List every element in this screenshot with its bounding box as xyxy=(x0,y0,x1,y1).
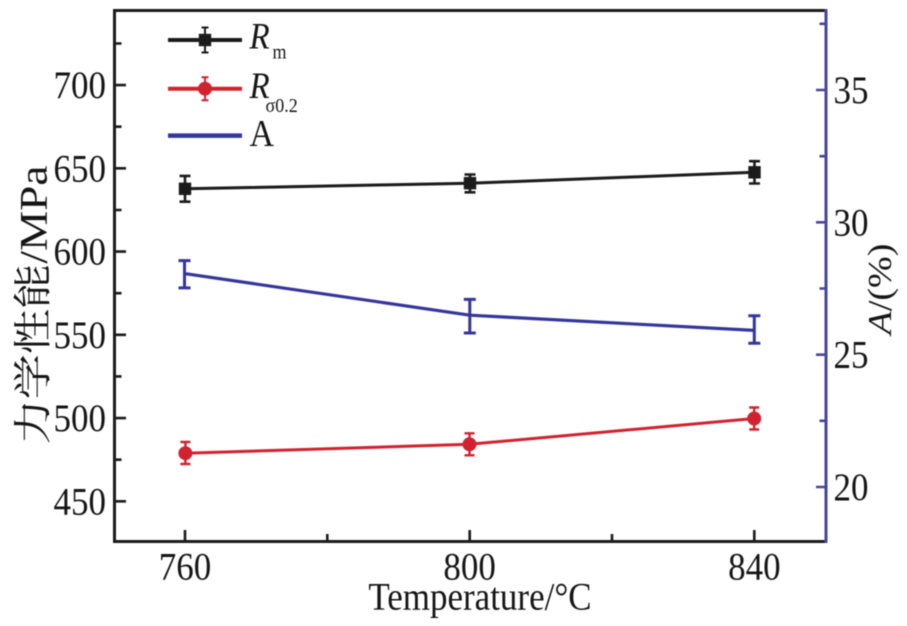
svg-text:20: 20 xyxy=(834,466,869,509)
svg-text:R: R xyxy=(249,65,270,106)
svg-text:600: 600 xyxy=(54,231,106,274)
svg-text:/MPa: /MPa xyxy=(12,165,55,263)
svg-text:650: 650 xyxy=(54,148,106,191)
svg-text:A: A xyxy=(250,112,275,154)
svg-text:m: m xyxy=(273,42,287,64)
svg-text:Temperature/°C: Temperature/°C xyxy=(368,576,591,619)
svg-text:800: 800 xyxy=(443,546,495,589)
svg-text:450: 450 xyxy=(54,481,106,524)
svg-text:760: 760 xyxy=(159,546,211,589)
svg-text:550: 550 xyxy=(54,314,106,357)
svg-text:A/(%): A/(%) xyxy=(861,244,899,337)
svg-text:σ0.2: σ0.2 xyxy=(266,95,298,117)
svg-text:700: 700 xyxy=(54,64,106,107)
svg-text:30: 30 xyxy=(834,202,869,245)
svg-text:35: 35 xyxy=(834,69,869,112)
svg-text:25: 25 xyxy=(834,334,869,377)
svg-text:840: 840 xyxy=(728,546,780,589)
svg-text:R: R xyxy=(249,16,270,57)
svg-text:500: 500 xyxy=(54,397,106,440)
